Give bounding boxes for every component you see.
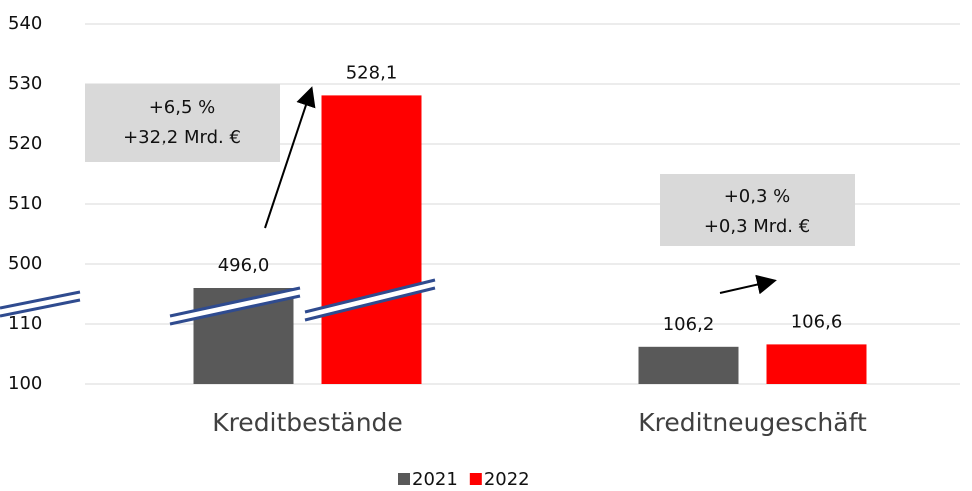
data-label: 528,1: [346, 62, 398, 83]
x-tick-label: Kreditbestände: [212, 408, 403, 437]
annotation-box: [85, 84, 280, 162]
axis-break: [0, 278, 436, 326]
annotation-text: +32,2 Mrd. €: [123, 127, 241, 148]
y-tick-label: 520: [8, 133, 42, 154]
annotation-text: +6,5 %: [149, 97, 216, 118]
y-tick-label: 530: [8, 73, 42, 94]
legend-swatch: [469, 473, 482, 485]
bar: [766, 344, 867, 384]
legend-swatch: [398, 473, 410, 485]
y-tick-label: 110: [8, 313, 42, 334]
bar: [321, 95, 422, 385]
data-label: 496,0: [218, 255, 270, 276]
annotation-text: +0,3 %: [724, 186, 791, 207]
y-tick-label: 500: [8, 253, 42, 274]
y-tick-label: 540: [8, 13, 42, 34]
legend-label: 2021: [412, 469, 458, 490]
x-tick-label: Kreditneugeschäft: [638, 408, 867, 437]
data-label: 106,2: [663, 314, 715, 335]
data-label: 106,6: [791, 311, 843, 332]
arrow: [264, 86, 316, 229]
legend-label: 2022: [484, 469, 530, 490]
annotation-text: +0,3 Mrd. €: [704, 216, 810, 237]
arrow: [719, 274, 777, 295]
y-tick-label: 100: [8, 373, 42, 394]
y-tick-label: 510: [8, 193, 42, 214]
annotation-box: [660, 174, 855, 246]
bar: [638, 346, 739, 384]
